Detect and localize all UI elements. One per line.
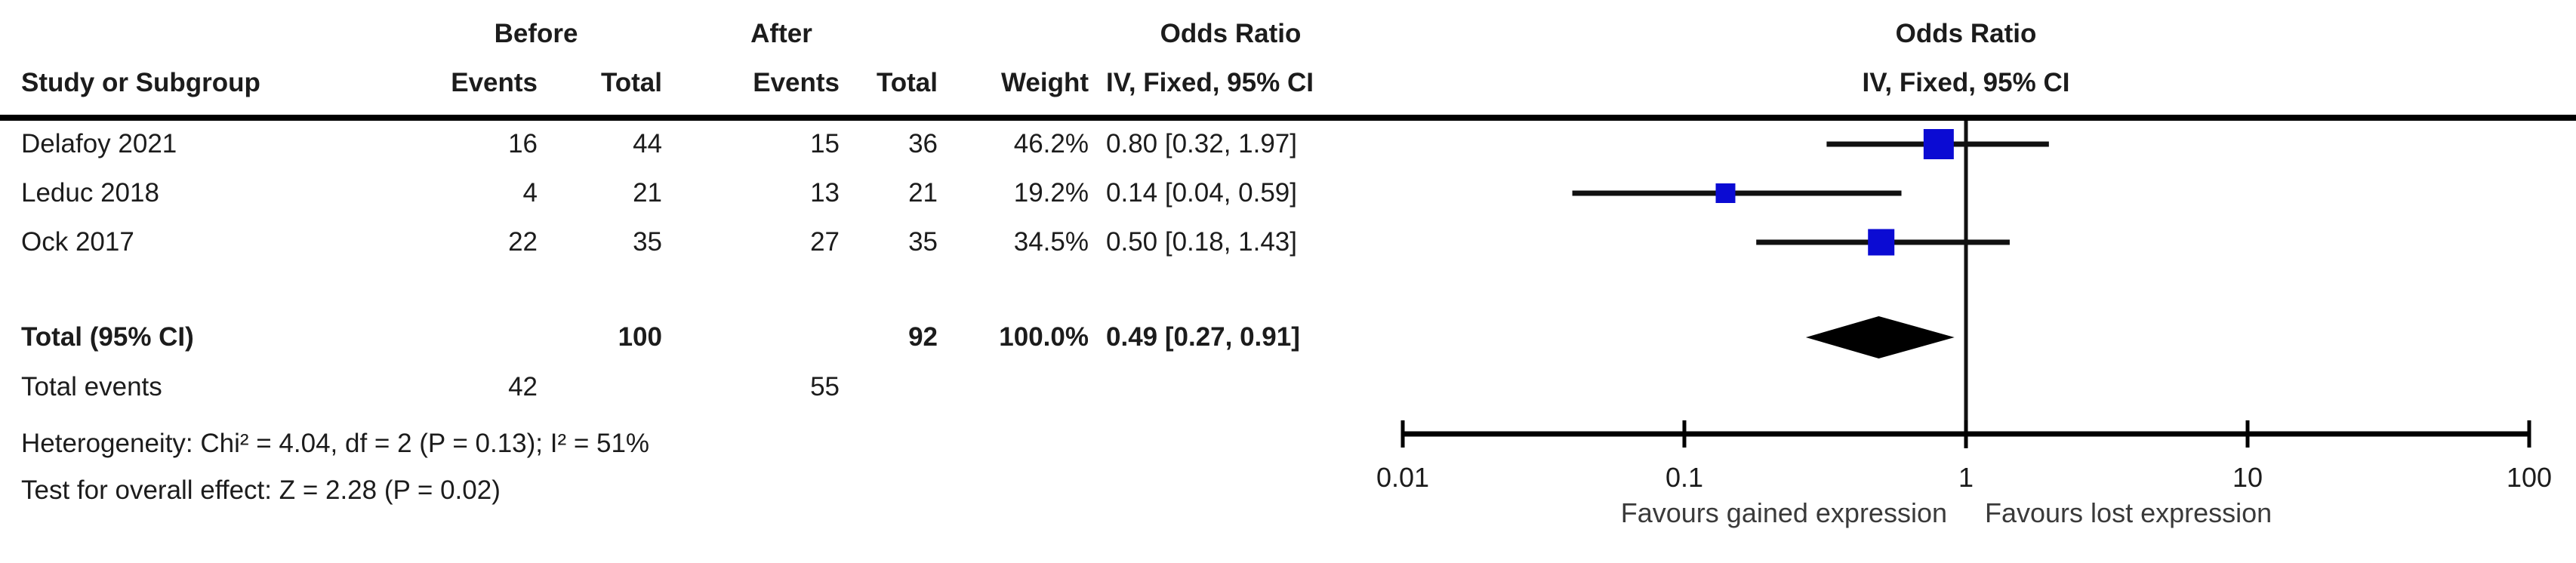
column-header-events-before: Events <box>451 68 538 97</box>
total-after-sum: 92 <box>908 322 938 352</box>
events-before: 16 <box>508 129 538 158</box>
column-header-odds-ratio: Odds Ratio <box>1160 19 1302 48</box>
events-after: 15 <box>810 129 840 158</box>
column-header-study: Study or Subgroup <box>21 68 260 97</box>
group-header-before: Before <box>494 19 578 48</box>
axis-tick-label: 0.01 <box>1376 462 1429 493</box>
favours-right-label: Favours lost expression <box>1985 497 2272 528</box>
total-after: 21 <box>908 178 938 208</box>
events-before: 4 <box>522 178 538 208</box>
plot-title: Odds Ratio <box>1895 19 2037 48</box>
total-weight: 100.0% <box>999 322 1089 352</box>
favours-left-label: Favours gained expression <box>1621 497 1947 528</box>
axis-tick-label: 10 <box>2232 462 2263 493</box>
total-before: 44 <box>633 129 662 158</box>
plot-subtitle: IV, Fixed, 95% CI <box>1862 68 2070 97</box>
column-header-weight: Weight <box>1000 68 1089 97</box>
column-header-total-before: Total <box>600 68 662 97</box>
overall-effect-note: Test for overall effect: Z = 2.28 (P = 0… <box>21 475 501 505</box>
study-name: Delafoy 2021 <box>21 129 177 158</box>
events-after: 13 <box>810 178 840 208</box>
column-header-method: IV, Fixed, 95% CI <box>1106 68 1314 97</box>
total-events-after: 55 <box>810 372 840 401</box>
effect-square <box>1923 129 1954 159</box>
effect-square <box>1715 183 1736 203</box>
events-before: 22 <box>508 227 538 257</box>
ci-text: 0.50 [0.18, 1.43] <box>1106 227 1297 257</box>
ci-text: 0.80 [0.32, 1.97] <box>1106 129 1297 158</box>
total-after: 36 <box>908 129 938 158</box>
ci-text: 0.14 [0.04, 0.59] <box>1106 178 1297 208</box>
events-after: 27 <box>810 227 840 257</box>
study-name: Ock 2017 <box>21 227 134 257</box>
study-name: Leduc 2018 <box>21 178 159 208</box>
header-divider-line <box>0 115 2576 121</box>
weight-value: 46.2% <box>1013 129 1089 158</box>
total-label: Total (95% CI) <box>21 322 194 352</box>
total-events-label: Total events <box>21 372 162 401</box>
axis-tick-label: 1 <box>1958 462 1974 493</box>
total-before: 35 <box>633 227 662 257</box>
axis-tick-label: 0.1 <box>1665 462 1703 493</box>
total-after: 35 <box>908 227 938 257</box>
weight-value: 19.2% <box>1013 178 1089 208</box>
total-before: 21 <box>633 178 662 208</box>
group-header-after: After <box>750 19 812 48</box>
axis-tick-label: 100 <box>2507 462 2552 493</box>
total-before-sum: 100 <box>618 322 662 352</box>
heterogeneity-note: Heterogeneity: Chi² = 4.04, df = 2 (P = … <box>21 429 650 458</box>
total-ci-text: 0.49 [0.27, 0.91] <box>1106 322 1300 352</box>
total-events-before: 42 <box>508 372 538 401</box>
column-header-total-after: Total <box>876 68 938 97</box>
weight-value: 34.5% <box>1013 227 1089 257</box>
column-header-events-after: Events <box>753 68 840 97</box>
total-diamond <box>1805 316 1955 358</box>
effect-square <box>1868 229 1895 256</box>
